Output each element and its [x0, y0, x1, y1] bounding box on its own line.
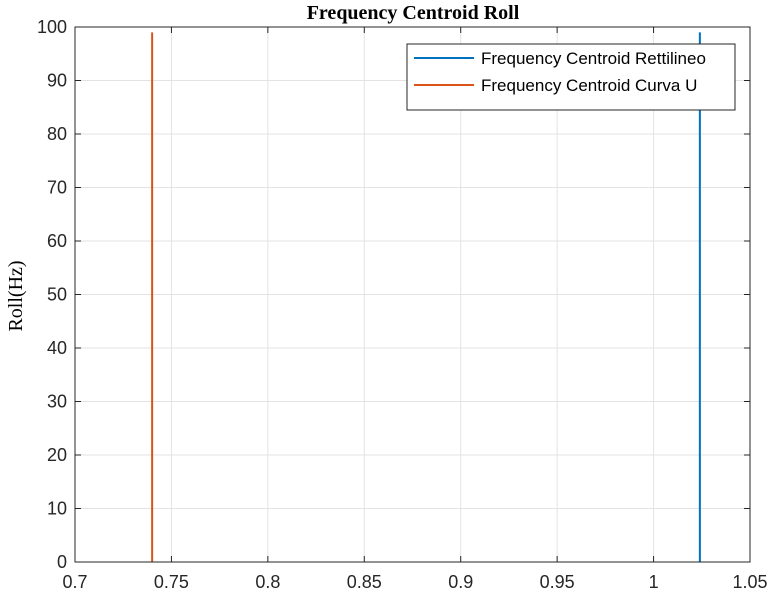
y-tick-label: 20 — [47, 445, 67, 465]
y-axis-label: Roll(Hz) — [5, 260, 27, 331]
y-tick-label: 30 — [47, 392, 67, 412]
chart-title: Frequency Centroid Roll — [307, 2, 520, 24]
x-tick-label: 0.75 — [154, 572, 189, 592]
y-tick-label: 10 — [47, 499, 67, 519]
y-tick-label: 80 — [47, 124, 67, 144]
y-tick-label: 40 — [47, 338, 67, 358]
y-tick-label: 60 — [47, 231, 67, 251]
x-tick-label: 1 — [649, 572, 659, 592]
x-tick-label: 0.9 — [448, 572, 473, 592]
y-tick-label: 100 — [37, 17, 67, 37]
x-tick-label: 0.95 — [540, 572, 575, 592]
y-tick-label: 0 — [57, 552, 67, 572]
x-tick-label: 1.05 — [732, 572, 767, 592]
y-tick-label: 50 — [47, 285, 67, 305]
y-tick-label: 90 — [47, 71, 67, 91]
legend-label-2: Frequency Centroid Curva U — [481, 76, 697, 95]
ticks: 0.7 0.75 0.8 0.85 0.9 0.95 1 1.05 0 10 20 30 40 50 60 7… — [37, 17, 768, 592]
x-tick-label: 0.8 — [255, 572, 280, 592]
legend: Frequency Centroid Rettilineo Frequency C… — [406, 43, 736, 111]
x-tick-label: 0.7 — [62, 572, 87, 592]
legend-box — [406, 43, 736, 111]
y-tick-label: 70 — [47, 178, 67, 198]
legend-label-1: Frequency Centroid Rettilineo — [481, 49, 706, 68]
x-tick-label: 0.85 — [347, 572, 382, 592]
series-layer — [151, 32, 701, 562]
